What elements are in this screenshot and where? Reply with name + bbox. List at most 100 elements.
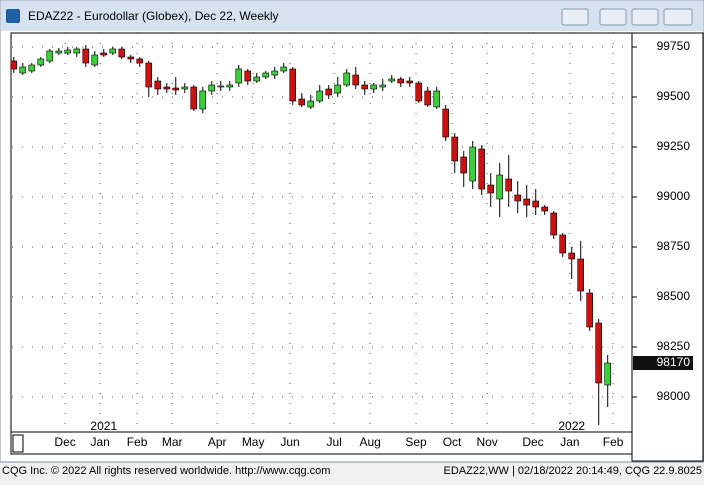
candle-body	[307, 100, 315, 108]
candle-body	[334, 84, 342, 94]
candle-body	[10, 60, 18, 70]
candle-body	[514, 194, 522, 202]
candle-body	[109, 48, 117, 54]
candle-body	[433, 90, 441, 108]
candle-body	[19, 66, 27, 74]
candle-body	[478, 148, 486, 190]
candle-body	[532, 200, 540, 208]
x-tick-label: Jun	[280, 435, 299, 449]
candle-body	[37, 58, 45, 66]
candle-body	[586, 292, 594, 328]
footer-left: CQG Inc. © 2022 All rights reserved worl…	[2, 465, 330, 477]
candle-body	[505, 178, 513, 192]
x-tick-label: Oct	[443, 435, 462, 449]
last-price-box	[633, 356, 693, 370]
y-tick-label: 98500	[657, 289, 691, 303]
candle-body	[442, 108, 450, 138]
candle-body	[100, 52, 108, 56]
y-tick-label: 98750	[657, 239, 691, 253]
candle-body	[343, 72, 351, 86]
minimize-button[interactable]	[599, 8, 627, 26]
candle-body	[145, 62, 153, 88]
candle-body	[199, 90, 207, 110]
x-tick-label: Mar	[162, 435, 183, 449]
candle-body	[46, 50, 54, 62]
candle-body	[73, 48, 81, 54]
candle-body	[604, 362, 612, 386]
candle-body	[172, 87, 180, 91]
candle-body	[226, 84, 234, 88]
candle-body	[352, 74, 360, 86]
candle-body	[469, 146, 477, 182]
x-tick-label: Dec	[522, 435, 543, 449]
candle-body	[208, 84, 216, 92]
candle-body	[91, 54, 99, 66]
candle-body	[451, 136, 459, 162]
candle-body	[550, 212, 558, 236]
candle-body	[568, 252, 576, 260]
close-button[interactable]	[663, 8, 693, 26]
link-button[interactable]	[561, 8, 589, 26]
year-label: 2022	[558, 419, 585, 433]
candle-body	[82, 48, 90, 64]
candle-body	[280, 66, 288, 72]
candle-body	[487, 184, 495, 194]
candle-body	[55, 50, 63, 54]
candle-body	[235, 68, 243, 84]
candle-body	[361, 84, 369, 90]
last-price-label: 98170	[657, 355, 691, 369]
candle-body	[244, 70, 252, 82]
candle-body	[577, 258, 585, 292]
candle-body	[118, 48, 126, 58]
time-axis	[10, 431, 633, 455]
app-icon	[6, 9, 20, 23]
x-tick-label: Jul	[326, 435, 341, 449]
candle-body	[163, 86, 171, 90]
candle-body	[316, 90, 324, 102]
candle-body	[28, 64, 36, 72]
candle-body	[595, 322, 603, 384]
candle-body	[424, 90, 432, 106]
candle-body	[415, 82, 423, 102]
x-tick-label: Sep	[405, 435, 427, 449]
candle-body	[64, 49, 72, 54]
x-tick-label: Nov	[476, 435, 497, 449]
y-tick-label: 98250	[657, 339, 691, 353]
candle-body	[397, 78, 405, 84]
candle-body	[496, 174, 504, 200]
candle-body	[181, 86, 189, 90]
x-tick-label: Feb	[127, 435, 148, 449]
year-label: 2021	[90, 419, 117, 433]
x-tick-label: Dec	[54, 435, 75, 449]
y-tick-label: 99750	[657, 39, 691, 53]
candle-body	[127, 56, 135, 60]
candle-body	[541, 206, 549, 212]
candle-body	[370, 84, 378, 90]
y-tick-label: 99000	[657, 189, 691, 203]
x-tick-label: May	[242, 435, 265, 449]
x-tick-label: Feb	[603, 435, 624, 449]
candle-body	[271, 70, 279, 76]
candle-body	[217, 85, 225, 88]
candle-body	[379, 84, 387, 88]
candle-body	[262, 72, 270, 78]
chart-title: EDAZ22 - Eurodollar (Globex), Dec 22, We…	[28, 9, 279, 23]
candle-body	[325, 88, 333, 96]
x-tick-label: Jan	[560, 435, 579, 449]
x-tick-label: Jan	[91, 435, 110, 449]
candle-body	[298, 98, 306, 106]
candle-body	[190, 86, 198, 110]
footer-right: EDAZ22,WW | 02/18/2022 20:14:49, CQG 22.…	[444, 465, 702, 477]
candle-body	[289, 68, 297, 102]
maximize-button[interactable]	[631, 8, 659, 26]
candle-body	[559, 234, 567, 254]
candle-body	[136, 58, 144, 64]
y-tick-label: 98000	[657, 389, 691, 403]
candle-body	[406, 80, 414, 84]
candle-body	[460, 156, 468, 174]
y-tick-label: 99500	[657, 89, 691, 103]
x-tick-label: Aug	[359, 435, 380, 449]
candle-body	[253, 76, 261, 82]
scroll-handle[interactable]	[12, 434, 24, 453]
